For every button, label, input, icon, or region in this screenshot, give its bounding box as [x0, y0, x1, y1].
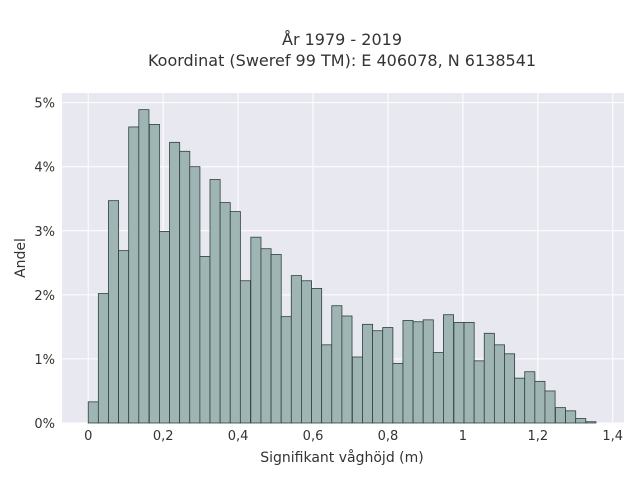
histogram-bar [159, 231, 170, 424]
histogram-bar [108, 200, 120, 424]
histogram-bar [189, 166, 201, 424]
histogram-bar [534, 380, 546, 424]
histogram-bar [412, 321, 424, 424]
x-tick-labels: 0 0,2 0,4 0,6 0,8 1 1,2 1,4 [84, 429, 623, 444]
histogram-bar [87, 401, 99, 424]
x-tick-label: 0 [84, 429, 92, 444]
histogram-bar [128, 126, 140, 424]
histogram-bar [341, 315, 353, 424]
histogram-bar [362, 323, 374, 424]
histogram-bar [524, 371, 536, 424]
y-tick-label: 1% [34, 353, 55, 368]
chart-title-line-1: År 1979 - 2019 [282, 30, 402, 49]
histogram-bar [483, 332, 495, 424]
histogram-bar [585, 421, 597, 424]
histogram-bar [514, 377, 526, 424]
histogram-bar [138, 109, 150, 424]
histogram-bar [453, 321, 465, 424]
histogram-bar [351, 356, 363, 424]
histogram-bar [565, 410, 577, 424]
histogram-bar [229, 211, 241, 424]
x-tick-label: 1 [459, 429, 467, 444]
x-tick-label: 1,4 [602, 429, 623, 444]
histogram-bar [209, 179, 221, 424]
histogram-bar [504, 353, 516, 424]
histogram-bar [443, 314, 454, 424]
histogram-bar [544, 390, 556, 424]
histogram-bar [239, 280, 251, 424]
histogram-bar [169, 141, 181, 424]
x-tick-label: 0,2 [153, 429, 174, 444]
y-tick-label: 3% [34, 225, 55, 240]
histogram-bar [290, 275, 302, 424]
histogram-bar [219, 202, 231, 424]
histogram-bar [555, 407, 566, 424]
y-tick-label: 0% [34, 417, 55, 432]
x-axis-title: Signifikant våghöjd (m) [260, 449, 423, 466]
histogram-bar [301, 280, 312, 424]
y-tick-label: 2% [34, 289, 55, 304]
histogram-bar [493, 344, 505, 424]
histogram-bar [260, 248, 272, 424]
histogram-bar [270, 254, 282, 424]
y-tick-label: 5% [34, 97, 55, 112]
x-tick-label: 0,6 [303, 429, 324, 444]
histogram-bars [87, 109, 597, 424]
histogram-bar [382, 327, 394, 424]
histogram-bar [311, 288, 323, 424]
histogram-bar [148, 123, 160, 424]
histogram-bar [372, 330, 384, 424]
histogram-bar [422, 319, 434, 424]
histogram-bar [392, 363, 404, 424]
histogram-bar [97, 293, 109, 424]
histogram-bar [331, 305, 343, 424]
histogram-bar [321, 344, 333, 424]
histogram-bar [118, 250, 130, 424]
histogram-bar [575, 418, 587, 424]
x-tick-label: 0,4 [228, 429, 249, 444]
histogram-bar [280, 316, 292, 424]
histogram-bar [199, 255, 211, 424]
histogram-bar [179, 150, 191, 424]
histogram-bar [463, 321, 475, 424]
histogram-bar [473, 360, 485, 424]
x-tick-label: 0,8 [378, 429, 399, 444]
histogram-bar [432, 352, 444, 424]
y-tick-labels: 0% 1% 2% 3% 4% 5% [34, 97, 55, 432]
histogram-bar [250, 236, 262, 424]
histogram-bar [402, 320, 414, 424]
y-axis-title: Andel [13, 238, 29, 278]
x-tick-label: 1,2 [527, 429, 548, 444]
y-tick-label: 4% [34, 161, 55, 176]
chart-title-line-2: Koordinat (Sweref 99 TM): E 406078, N 61… [148, 51, 536, 70]
